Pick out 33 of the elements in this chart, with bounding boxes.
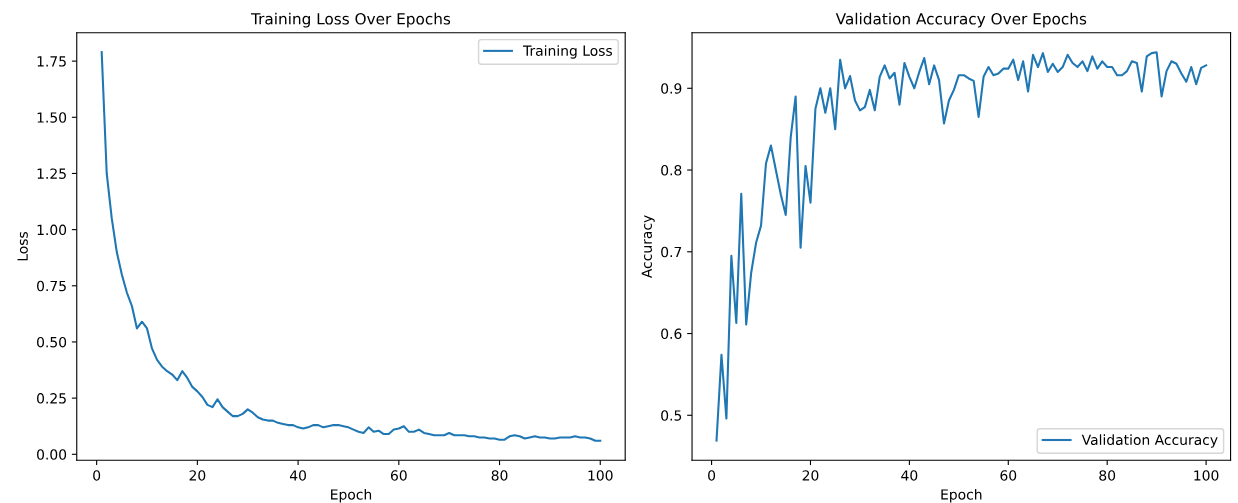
x-tick-label: 40: [289, 470, 307, 481]
y-tick-label: 0.7: [661, 246, 682, 258]
y-tick-label: 1.00: [37, 224, 67, 236]
y-tick-label: 1.50: [37, 112, 67, 123]
x-axis-title: Epoch: [331, 488, 372, 503]
legend-label: Validation Accuracy: [1081, 434, 1218, 448]
x-tick-label: 80: [1099, 470, 1116, 481]
y-tick-label: 0.50: [37, 336, 67, 348]
y-tick-label: 0.6: [661, 328, 682, 340]
x-tick-label: 100: [1194, 470, 1219, 481]
chart-title: Training Loss Over Epochs: [251, 12, 451, 28]
legend-label: Training Loss: [522, 45, 613, 59]
x-axis-title: Epoch: [941, 488, 982, 503]
y-tick-label: 0.75: [37, 280, 66, 292]
y-tick-label: 0.8: [661, 165, 682, 176]
y-axis-title: Accuracy: [641, 215, 655, 279]
x-tick-label: 80: [491, 470, 508, 481]
y-tick-label: 0.5: [661, 410, 682, 421]
x-tick-label: 60: [390, 470, 407, 481]
y-tick-label: 0.25: [37, 393, 66, 404]
x-tick-label: 0: [708, 470, 716, 481]
y-tick-label: 1.75: [37, 56, 66, 67]
x-tick-label: 60: [1000, 470, 1017, 481]
y-tick-label: 0.9: [661, 83, 682, 94]
x-tick-label: 100: [588, 470, 613, 481]
chart-title: Validation Accuracy Over Epochs: [835, 12, 1087, 28]
x-tick-label: 40: [901, 470, 918, 481]
y-axis-title: Loss: [17, 231, 28, 261]
x-tick-label: 20: [189, 470, 206, 481]
x-tick-label: 20: [802, 470, 819, 481]
x-tick-label: 0: [93, 470, 101, 481]
y-tick-label: 0.00: [37, 449, 67, 460]
y-tick-label: 1.25: [37, 168, 66, 179]
